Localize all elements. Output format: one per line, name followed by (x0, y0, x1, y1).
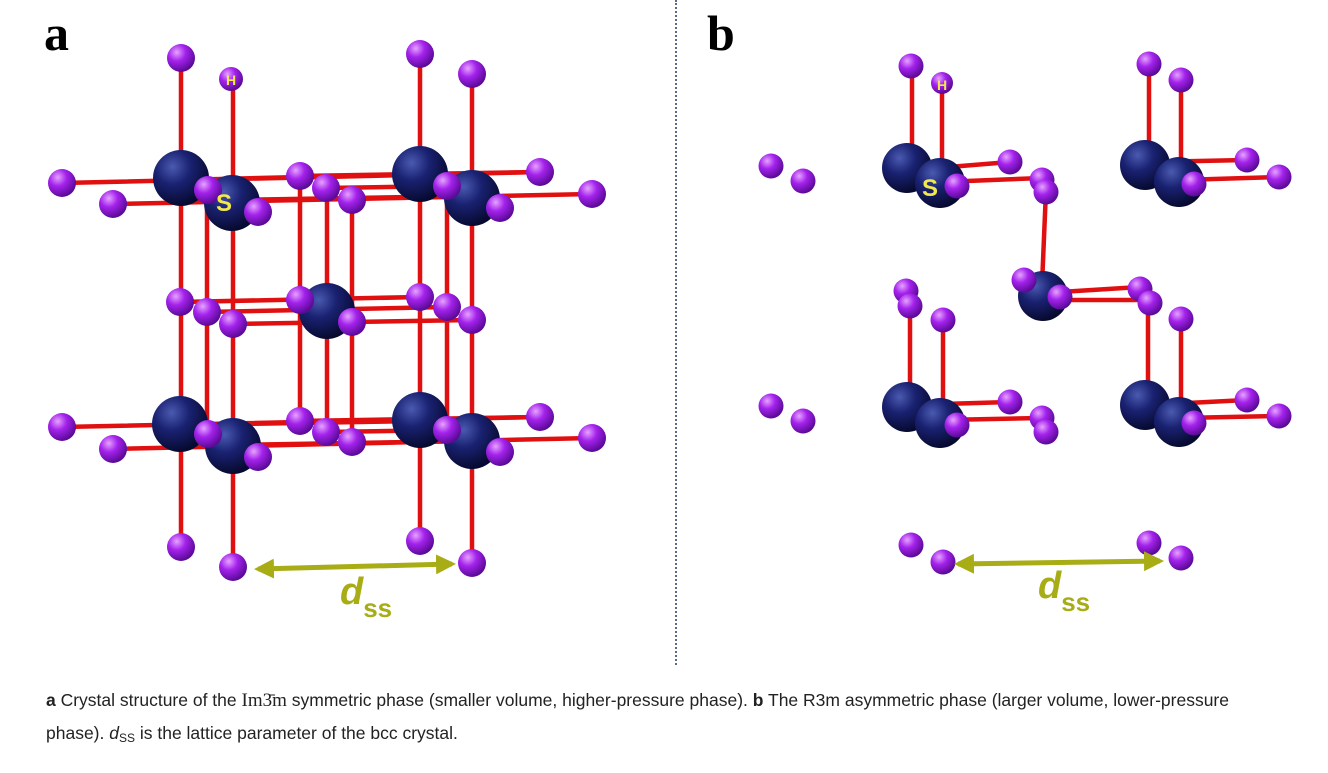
caption-a-tag: a (46, 690, 56, 710)
panel-b-dss-arrow (954, 551, 1164, 574)
hydrogen-atom (790, 168, 816, 194)
panel-b-structure (758, 51, 1292, 575)
hydrogen-atom (433, 293, 461, 321)
hydrogen-atom (1168, 306, 1194, 332)
hydrogen-atom (1137, 290, 1163, 316)
caption-a-text-2: symmetric phase (smaller volume, higher-… (286, 690, 753, 710)
hydrogen-atom (48, 169, 76, 197)
caption-dss-symbol: d (109, 723, 119, 743)
hydrogen-atom (219, 67, 243, 91)
hydrogen-atom (99, 435, 127, 463)
panel-a-structure (48, 40, 606, 581)
hydrogen-atom (338, 428, 366, 456)
hydrogen-atom (286, 162, 314, 190)
panel-b-h-label: H (937, 77, 947, 93)
hydrogen-atom (1266, 403, 1292, 429)
hydrogen-atom (930, 549, 956, 575)
hydrogen-atom (930, 307, 956, 333)
hydrogen-atom (458, 60, 486, 88)
panel-b-bonds (907, 61, 1282, 423)
caption-b-text: The R3m asymmetric phase (larger volume,… (46, 690, 1229, 743)
crystal-figure: H S H S dss dss (48, 40, 1292, 623)
hydrogen-atom (166, 288, 194, 316)
caption-b-tag: b (752, 690, 764, 710)
hydrogen-atom (486, 194, 514, 222)
panel-a-h-label: H (226, 72, 236, 88)
caption-dss-subscript: SS (118, 731, 135, 745)
hydrogen-atom (312, 418, 340, 446)
hydrogen-atom (1136, 51, 1162, 77)
hydrogen-atom (193, 298, 221, 326)
hydrogen-atom (458, 549, 486, 577)
hydrogen-atom (167, 44, 195, 72)
hydrogen-atom (526, 403, 554, 431)
hydrogen-atom (486, 438, 514, 466)
panel-a-dss-arrow (254, 554, 456, 579)
hydrogen-atom (194, 176, 222, 204)
hydrogen-atom (312, 174, 340, 202)
hydrogen-atom (338, 308, 366, 336)
hydrogen-atom (286, 407, 314, 435)
hydrogen-atom (338, 186, 366, 214)
hydrogen-atom (433, 172, 461, 200)
hydrogen-atom (997, 149, 1023, 175)
panel-a-label: a (44, 5, 69, 61)
hydrogen-atom (898, 532, 924, 558)
hydrogen-atom (219, 310, 247, 338)
hydrogen-atom (1136, 530, 1162, 556)
panel-b-atoms (758, 51, 1292, 575)
hydrogen-atom (526, 158, 554, 186)
caption-end-text: is the lattice parameter of the bcc crys… (134, 723, 458, 743)
hydrogen-atom (578, 424, 606, 452)
hydrogen-atom (1234, 147, 1260, 173)
hydrogen-atom (1181, 171, 1207, 197)
bond (1039, 187, 1049, 288)
hydrogen-atom (99, 190, 127, 218)
hydrogen-atom (1168, 67, 1194, 93)
panel-a-s-label: S (216, 190, 232, 217)
hydrogen-atom (997, 389, 1023, 415)
hydrogen-atom (219, 553, 247, 581)
hydrogen-atom (1011, 267, 1037, 293)
hydrogen-atom (433, 416, 461, 444)
hydrogen-atom (898, 53, 924, 79)
hydrogen-atom (944, 173, 970, 199)
hydrogen-atom (48, 413, 76, 441)
hydrogen-atom (1168, 545, 1194, 571)
hydrogen-atom (458, 306, 486, 334)
hydrogen-atom (931, 72, 953, 94)
hydrogen-atom (167, 533, 195, 561)
hydrogen-atom (406, 40, 434, 68)
hydrogen-atom (897, 293, 923, 319)
hydrogen-atom (758, 393, 784, 419)
panel-divider (675, 0, 677, 665)
panel-b-s-label: S (922, 175, 938, 202)
panel-a-atoms (48, 40, 606, 581)
hydrogen-atom (1033, 179, 1059, 205)
hydrogen-atom (406, 527, 434, 555)
caption-a-symmetry: Im3̄m (241, 690, 287, 711)
hydrogen-atom (1047, 284, 1073, 310)
figure-caption: a Crystal structure of the Im3̄m symmetr… (46, 684, 1286, 754)
panel-b-dss-label: dss (1038, 565, 1090, 617)
hydrogen-atom (1266, 164, 1292, 190)
hydrogen-atom (406, 283, 434, 311)
sulfur-atom (152, 396, 208, 452)
hydrogen-atom (790, 408, 816, 434)
panel-b-label: b (707, 5, 735, 61)
hydrogen-atom (194, 420, 222, 448)
hydrogen-atom (1234, 387, 1260, 413)
hydrogen-atom (944, 412, 970, 438)
hydrogen-atom (244, 198, 272, 226)
hydrogen-atom (286, 286, 314, 314)
hydrogen-atom (1033, 419, 1059, 445)
hydrogen-atom (578, 180, 606, 208)
hydrogen-atom (244, 443, 272, 471)
hydrogen-atom (758, 153, 784, 179)
panel-a-dss-label: dss (340, 571, 392, 623)
hydrogen-atom (1181, 410, 1207, 436)
caption-a-text-1: Crystal structure of the (55, 690, 242, 710)
